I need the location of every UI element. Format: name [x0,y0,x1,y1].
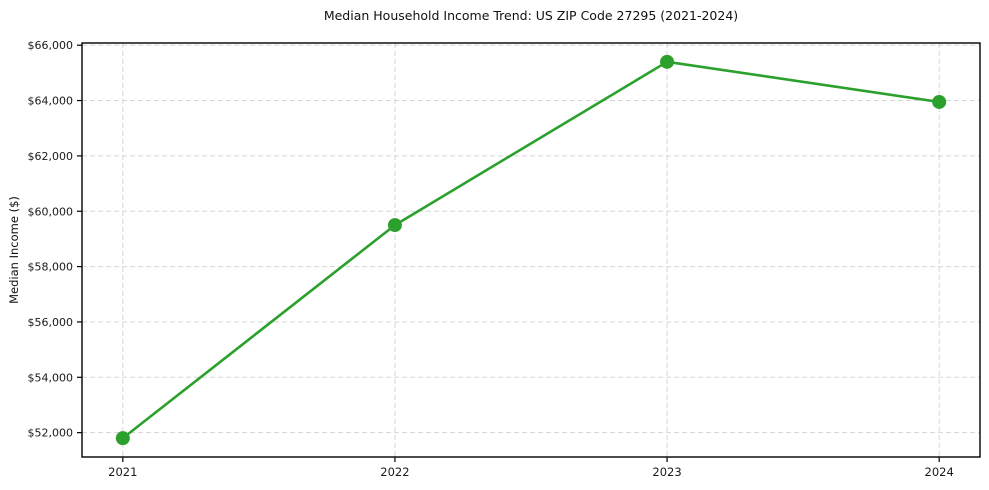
y-tick-label: $56,000 [28,316,74,329]
y-tick-label: $54,000 [28,371,74,384]
chart-title: Median Household Income Trend: US ZIP Co… [323,8,739,23]
data-point-2024 [932,94,947,109]
data-point-2023 [660,54,675,69]
y-tick-label: $58,000 [28,261,74,274]
trend-line [121,60,941,440]
x-tick-label: 2022 [380,465,409,479]
data-point-2021 [115,431,130,446]
y-tick-label: $64,000 [28,95,74,108]
y-tick-label: $60,000 [28,205,74,218]
y-tick-label: $62,000 [28,150,74,163]
y-tick-label: $66,000 [28,39,74,52]
x-tick-label: 2023 [652,465,681,479]
x-tick-label: 2024 [925,465,954,479]
plot-border [81,42,981,458]
x-tick-label: 2021 [108,465,137,479]
data-point-2022 [387,218,402,233]
y-tick-label: $52,000 [28,427,74,440]
